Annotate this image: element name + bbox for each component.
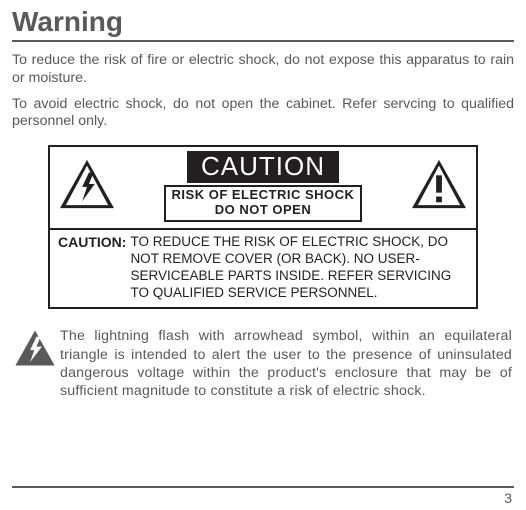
caution-header: CAUTION	[187, 151, 339, 183]
risk-line-2: DO NOT OPEN	[172, 203, 355, 218]
page-title: Warning	[12, 6, 514, 42]
caution-inline-label: CAUTION:	[58, 234, 130, 302]
warning-paragraph-1: To reduce the risk of fire or electric s…	[12, 52, 514, 88]
exclamation-triangle-icon	[410, 158, 468, 215]
risk-line-1: RISK OF ELECTRIC SHOCK	[172, 188, 355, 203]
lightning-triangle-small-icon	[14, 327, 60, 400]
caution-body-text: TO REDUCE THE RISK OF ELECTRIC SHOCK, DO…	[130, 234, 468, 302]
lightning-explanation-row: The lightning flash with arrowhead symbo…	[12, 327, 514, 400]
warning-paragraph-2: To avoid electric shock, do not open the…	[12, 96, 514, 132]
caution-center-block: CAUTION RISK OF ELECTRIC SHOCK DO NOT OP…	[164, 151, 363, 222]
lightning-explanation-text: The lightning flash with arrowhead symbo…	[60, 327, 512, 400]
page-number: 3	[504, 490, 512, 506]
footer-divider	[12, 486, 514, 488]
caution-bottom-row: CAUTION: TO REDUCE THE RISK OF ELECTRIC …	[50, 228, 476, 308]
risk-box: RISK OF ELECTRIC SHOCK DO NOT OPEN	[164, 185, 363, 222]
lightning-triangle-icon	[58, 158, 116, 215]
caution-panel: CAUTION RISK OF ELECTRIC SHOCK DO NOT OP…	[48, 145, 478, 309]
caution-top-row: CAUTION RISK OF ELECTRIC SHOCK DO NOT OP…	[50, 147, 476, 228]
